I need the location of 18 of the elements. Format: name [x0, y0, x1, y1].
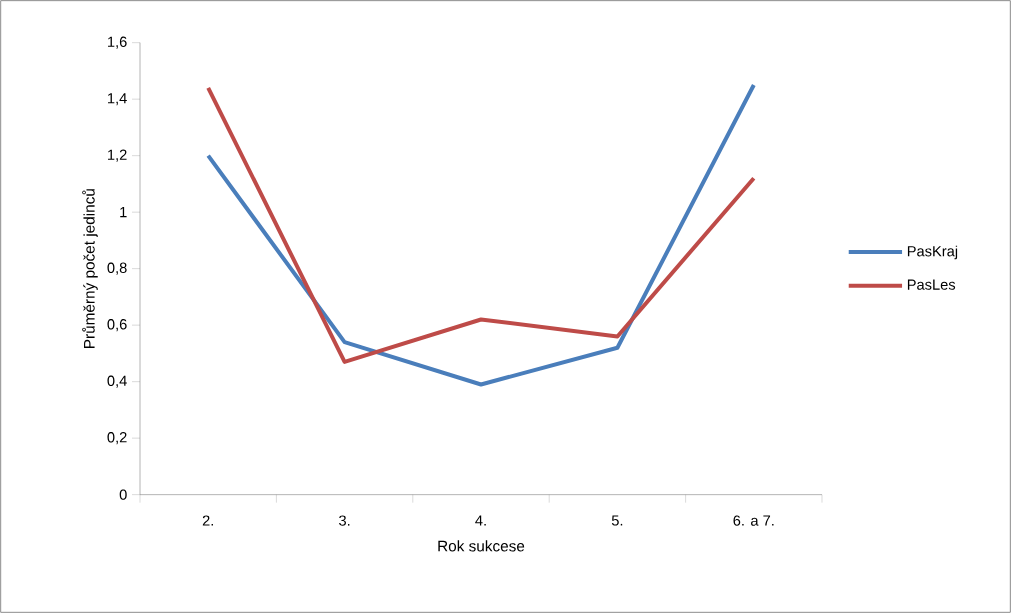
x-tick-label: 3.: [339, 515, 350, 526]
y-tick-label: 1,2: [108, 149, 127, 162]
y-axis-title: Průměrný počet jedinců: [82, 189, 98, 348]
x-tick-label: 4.: [475, 515, 486, 526]
x-tick-label: 2.: [202, 515, 213, 526]
y-tick-label: 1: [120, 207, 127, 218]
y-tick-label: 1,6: [108, 36, 127, 49]
legend-label: PasKraj: [907, 245, 958, 260]
x-axis-title: Rok sukcese: [438, 540, 525, 552]
y-tick-label: 0,6: [107, 319, 127, 332]
x-tick-label: 6. a 7.: [733, 515, 774, 526]
y-tick-label: 0,2: [107, 432, 127, 445]
y-tick-label: 0,8: [107, 262, 127, 275]
legend-label: PasLes: [907, 279, 956, 290]
y-tick-label: 0,4: [107, 375, 127, 388]
x-tick-label: 5.: [611, 515, 623, 526]
y-tick-label: 1,4: [108, 93, 127, 106]
y-tick-label: 0: [119, 489, 127, 500]
